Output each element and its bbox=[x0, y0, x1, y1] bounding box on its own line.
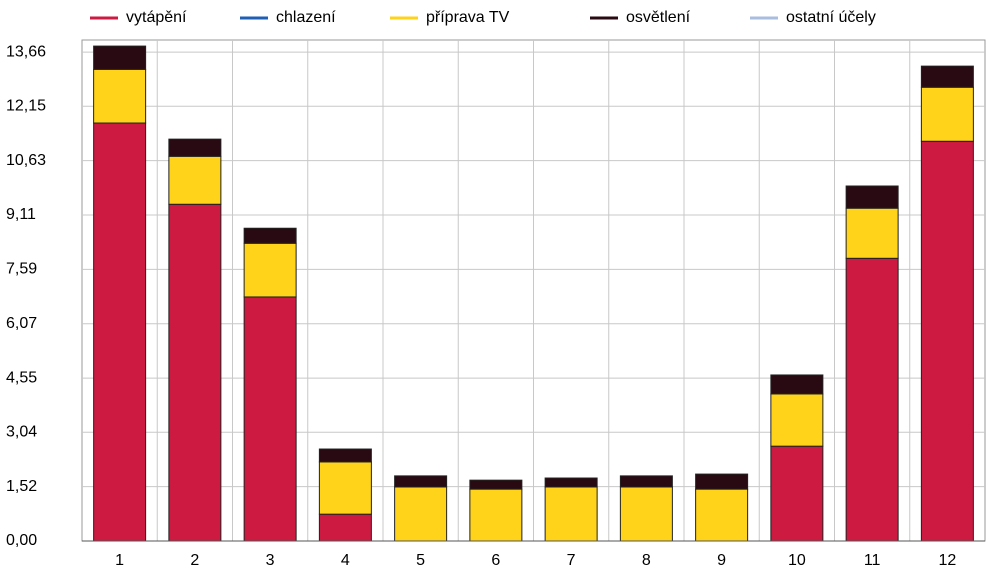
x-tick-label: 4 bbox=[341, 552, 350, 569]
legend-label: osvětlení bbox=[626, 9, 691, 26]
bar-segment bbox=[243, 296, 297, 542]
bar-segment bbox=[168, 155, 222, 205]
legend-label: vytápění bbox=[126, 9, 187, 26]
bar-segment bbox=[920, 86, 974, 142]
x-tick-label: 2 bbox=[190, 552, 199, 569]
bar-segment bbox=[93, 45, 147, 70]
x-tick-label: 1 bbox=[115, 552, 124, 569]
bar-segment bbox=[770, 445, 824, 542]
bar-segment bbox=[770, 393, 824, 447]
y-tick-label: 7,59 bbox=[6, 261, 37, 278]
x-tick-label: 7 bbox=[567, 552, 576, 569]
bar-segment bbox=[168, 203, 222, 542]
bar-segment bbox=[920, 65, 974, 88]
y-tick-label: 1,52 bbox=[6, 478, 37, 495]
bar-segment bbox=[695, 488, 749, 542]
bar-segment bbox=[619, 475, 673, 488]
bar-segment bbox=[920, 140, 974, 542]
x-tick-label: 9 bbox=[717, 552, 726, 569]
y-tick-label: 0,00 bbox=[6, 532, 37, 549]
bar-segment bbox=[394, 475, 448, 488]
bar-segment bbox=[243, 227, 297, 244]
x-tick-label: 12 bbox=[938, 552, 956, 569]
bar-segment bbox=[469, 479, 523, 490]
bar-segment bbox=[619, 486, 673, 542]
y-tick-label: 9,11 bbox=[6, 206, 36, 223]
y-tick-label: 12,15 bbox=[6, 97, 46, 114]
bar-segment bbox=[243, 242, 297, 298]
y-tick-label: 3,04 bbox=[6, 423, 37, 440]
bar-segment bbox=[93, 122, 147, 542]
x-tick-label: 3 bbox=[266, 552, 275, 569]
x-tick-label: 6 bbox=[491, 552, 500, 569]
bar-segment bbox=[394, 486, 448, 542]
y-tick-label: 13,66 bbox=[6, 43, 46, 60]
y-tick-label: 6,07 bbox=[6, 315, 37, 332]
bar-segment bbox=[318, 448, 372, 463]
bar-segment bbox=[544, 486, 598, 542]
x-tick-label: 5 bbox=[416, 552, 425, 569]
bar-segment bbox=[544, 477, 598, 488]
bar-segment bbox=[93, 68, 147, 124]
y-tick-label: 10,63 bbox=[6, 152, 46, 169]
bar-segment bbox=[845, 185, 899, 209]
legend-label: chlazení bbox=[276, 9, 336, 26]
bar-segment bbox=[318, 513, 372, 542]
bar-segment bbox=[469, 488, 523, 542]
x-tick-label: 11 bbox=[864, 552, 881, 569]
legend-label: příprava TV bbox=[426, 9, 510, 26]
legend-label: ostatní účely bbox=[786, 9, 876, 26]
y-tick-label: 4,55 bbox=[6, 369, 37, 386]
bar-segment bbox=[770, 374, 824, 395]
bar-segment bbox=[168, 138, 222, 157]
x-tick-label: 8 bbox=[642, 552, 651, 569]
x-tick-label: 10 bbox=[788, 552, 806, 569]
bar-segment bbox=[318, 461, 372, 515]
bar-segment bbox=[845, 257, 899, 542]
bar-segment bbox=[695, 473, 749, 490]
bar-segment bbox=[845, 207, 899, 259]
